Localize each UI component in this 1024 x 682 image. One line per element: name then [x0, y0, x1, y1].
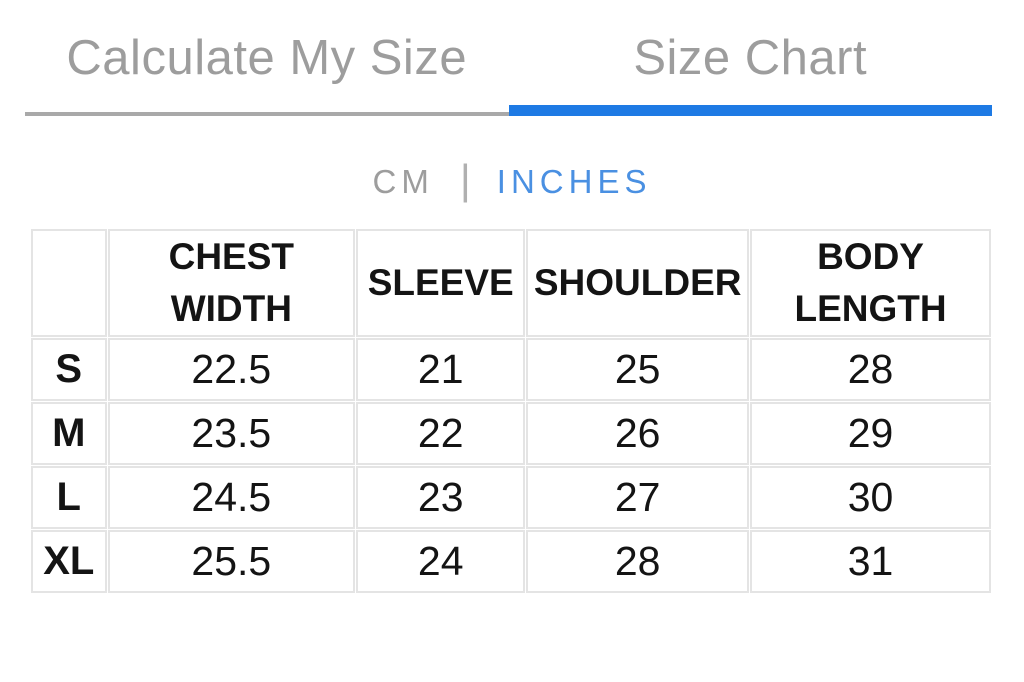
cell-sleeve: 21 — [356, 338, 526, 401]
table-row-s: S 22.5 21 25 28 — [31, 338, 991, 401]
cell-sleeve: 23 — [356, 466, 526, 529]
cell-body-length: 31 — [750, 530, 991, 593]
cell-shoulder: 25 — [526, 338, 750, 401]
column-header-sleeve: SLEEVE — [356, 229, 526, 337]
size-label-m: M — [31, 402, 107, 465]
tab-bar: Calculate My Size Size Chart — [25, 0, 992, 116]
cell-shoulder: 26 — [526, 402, 750, 465]
tab-calculate-my-size[interactable]: Calculate My Size — [25, 0, 509, 116]
table-row-l: L 24.5 23 27 30 — [31, 466, 991, 529]
size-chart-table: CHEST WIDTH SLEEVE SHOULDER BODY LENGTH … — [30, 228, 992, 594]
cell-shoulder: 27 — [526, 466, 750, 529]
tab-size-chart[interactable]: Size Chart — [508, 0, 992, 116]
table-header-row: CHEST WIDTH SLEEVE SHOULDER BODY LENGTH — [31, 229, 991, 337]
column-header-body-length: BODY LENGTH — [750, 229, 991, 337]
unit-toggle: CM | INCHES — [0, 158, 1024, 206]
cell-body-length: 30 — [750, 466, 991, 529]
corner-header-cell — [31, 229, 107, 337]
table-row-m: M 23.5 22 26 29 — [31, 402, 991, 465]
unit-cm-button[interactable]: CM — [372, 163, 434, 200]
tab-calculate-my-size-label: Calculate My Size — [66, 31, 468, 85]
cell-body-length: 29 — [750, 402, 991, 465]
cell-chest-width: 23.5 — [107, 402, 356, 465]
cell-sleeve: 22 — [356, 402, 526, 465]
cell-body-length: 28 — [750, 338, 991, 401]
size-chart-table-wrap: CHEST WIDTH SLEEVE SHOULDER BODY LENGTH … — [30, 228, 992, 594]
size-label-s: S — [31, 338, 107, 401]
tab-underline-inactive — [25, 112, 509, 116]
table-row-xl: XL 25.5 24 28 31 — [31, 530, 991, 593]
tab-size-chart-label: Size Chart — [633, 31, 868, 85]
unit-inches-button[interactable]: INCHES — [496, 163, 652, 200]
cell-shoulder: 28 — [526, 530, 750, 593]
cell-chest-width: 22.5 — [107, 338, 356, 401]
column-header-shoulder: SHOULDER — [526, 229, 750, 337]
unit-toggle-divider: | — [459, 156, 471, 203]
tab-underline-active — [508, 105, 992, 116]
size-chart-panel: Calculate My Size Size Chart CM | INCHES — [0, 0, 1024, 594]
cell-chest-width: 25.5 — [107, 530, 356, 593]
size-label-l: L — [31, 466, 107, 529]
cell-chest-width: 24.5 — [107, 466, 356, 529]
cell-sleeve: 24 — [356, 530, 526, 593]
size-label-xl: XL — [31, 530, 107, 593]
column-header-chest-width: CHEST WIDTH — [107, 229, 356, 337]
